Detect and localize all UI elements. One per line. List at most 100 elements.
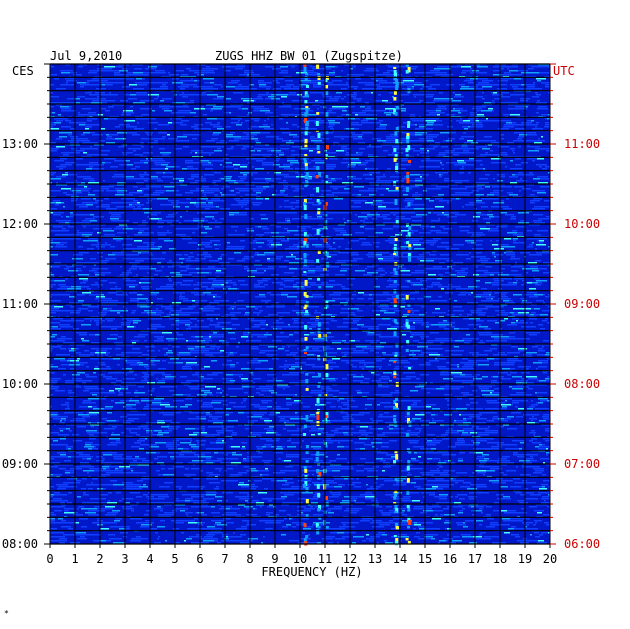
noise-streak <box>352 322 357 324</box>
noise-streak <box>70 84 74 86</box>
noise-streak <box>313 188 317 190</box>
noise-streak <box>489 216 492 218</box>
noise-streak <box>149 248 160 250</box>
noise-streak <box>411 216 422 218</box>
noise-streak <box>111 328 117 330</box>
noise-streak <box>108 302 119 304</box>
noise-streak <box>174 394 183 396</box>
noise-streak <box>279 166 290 168</box>
noise-streak <box>280 128 289 130</box>
noise-streak <box>84 252 86 254</box>
noise-streak <box>301 140 308 142</box>
noise-streak <box>532 270 539 272</box>
noise-streak <box>152 318 162 320</box>
noise-streak <box>199 178 206 180</box>
noise-streak <box>50 382 57 384</box>
noise-streak <box>485 266 492 268</box>
noise-streak <box>545 296 550 298</box>
noise-streak <box>106 378 117 380</box>
noise-streak <box>93 372 96 374</box>
noise-streak <box>323 96 332 98</box>
noise-streak <box>304 172 315 174</box>
noise-streak <box>341 264 352 266</box>
noise-streak <box>300 338 302 340</box>
noise-streak <box>252 202 262 204</box>
noise-streak <box>331 280 335 282</box>
noise-streak <box>483 292 492 294</box>
noise-streak <box>382 200 384 202</box>
noise-streak <box>350 240 353 242</box>
noise-streak <box>388 136 390 138</box>
noise-streak <box>338 136 347 138</box>
noise-streak <box>415 192 418 194</box>
noise-streak <box>492 94 503 96</box>
noise-streak <box>478 202 480 204</box>
noise-streak <box>499 102 505 104</box>
noise-streak <box>446 140 452 142</box>
noise-streak <box>237 308 246 310</box>
noise-streak <box>141 114 149 116</box>
noise-streak <box>254 264 262 266</box>
noise-streak <box>201 242 207 244</box>
noise-streak <box>99 364 106 366</box>
noise-streak <box>370 174 372 176</box>
noise-streak <box>446 248 448 250</box>
noise-streak <box>529 254 535 256</box>
noise-streak <box>372 310 380 312</box>
noise-streak <box>439 152 449 154</box>
noise-streak <box>521 284 524 286</box>
noise-streak <box>538 182 548 184</box>
noise-streak <box>367 106 371 108</box>
noise-streak <box>305 264 314 266</box>
noise-streak <box>494 256 496 258</box>
noise-streak <box>488 108 493 110</box>
noise-streak <box>540 400 547 402</box>
noise-streak <box>500 306 504 308</box>
noise-streak <box>65 278 68 280</box>
noise-streak <box>542 320 547 322</box>
noise-streak <box>114 74 125 76</box>
noise-streak <box>469 202 478 204</box>
noise-streak <box>259 386 266 388</box>
noise-streak <box>386 286 397 288</box>
noise-streak <box>453 306 462 308</box>
noise-streak <box>240 166 247 168</box>
noise-streak <box>410 68 416 70</box>
noise-streak <box>461 66 471 68</box>
noise-streak <box>434 98 442 100</box>
noise-streak <box>456 274 467 276</box>
noise-streak <box>325 66 335 68</box>
noise-streak <box>520 178 522 180</box>
noise-streak <box>419 384 426 386</box>
noise-streak <box>467 232 472 234</box>
noise-streak <box>228 304 231 306</box>
noise-streak <box>500 304 507 306</box>
noise-streak <box>390 318 395 320</box>
noise-streak <box>431 226 435 228</box>
noise-streak <box>350 352 355 354</box>
noise-streak <box>378 258 383 260</box>
noise-streak <box>273 88 281 90</box>
noise-streak <box>324 122 329 124</box>
noise-streak <box>256 192 261 194</box>
noise-streak <box>547 400 550 402</box>
noise-streak <box>211 108 222 110</box>
noise-streak <box>326 194 334 196</box>
noise-streak <box>88 194 95 196</box>
noise-streak <box>76 222 84 224</box>
noise-streak <box>79 64 87 66</box>
noise-streak <box>538 146 540 148</box>
noise-streak <box>87 202 98 204</box>
noise-streak <box>271 244 282 246</box>
noise-streak <box>294 320 298 322</box>
noise-streak <box>81 224 88 226</box>
noise-streak <box>278 348 284 350</box>
noise-streak <box>425 188 435 190</box>
noise-streak <box>228 388 232 390</box>
noise-streak <box>352 134 359 136</box>
noise-streak <box>447 314 455 316</box>
noise-streak <box>203 114 207 116</box>
noise-streak <box>194 124 203 126</box>
noise-streak <box>216 324 220 326</box>
noise-streak <box>106 304 117 306</box>
